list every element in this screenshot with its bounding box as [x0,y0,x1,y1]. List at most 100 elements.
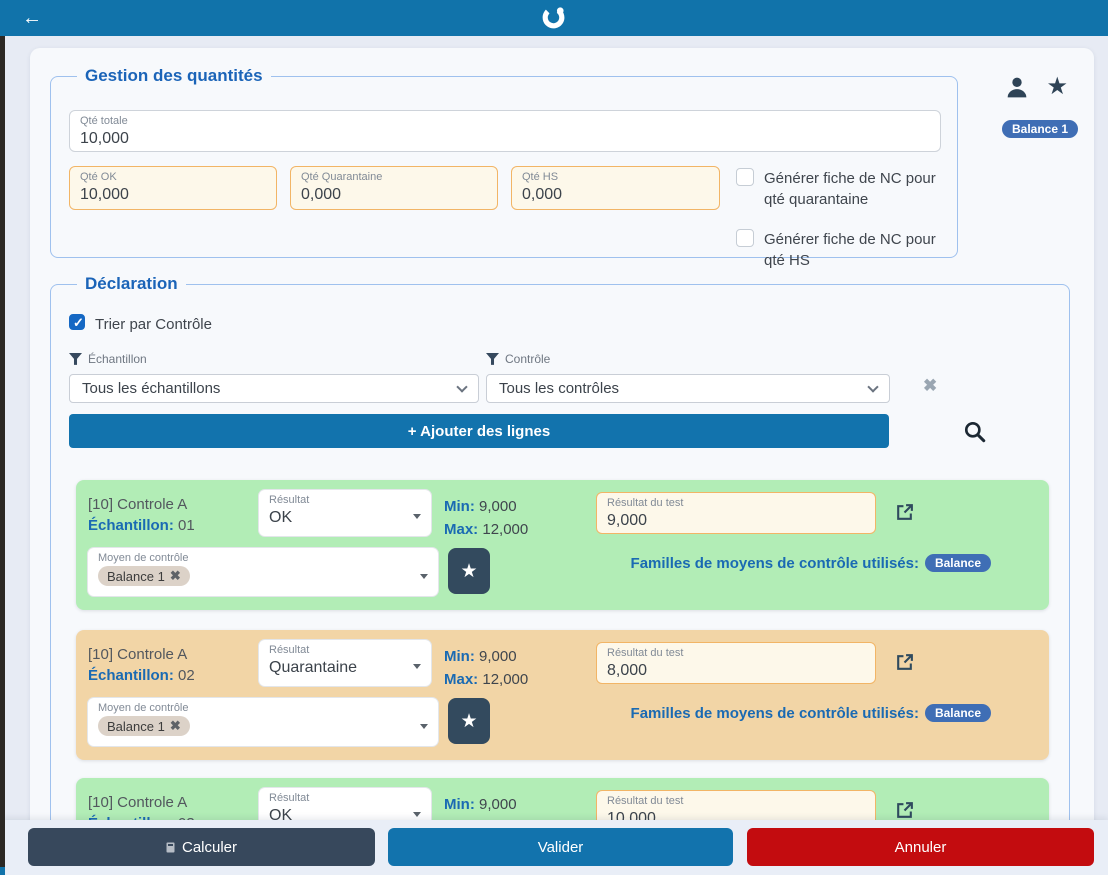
validate-label: Valider [537,838,584,856]
search-icon[interactable] [963,420,987,449]
result-value: OK [269,509,293,526]
quantities-legend: Gestion des quantités [85,66,263,85]
star-icon[interactable]: ★ [1046,73,1068,100]
favorite-device-button[interactable]: ★ [448,548,490,594]
calculator-icon [166,842,175,852]
star-icon: ★ [460,710,478,732]
control-filter-label: Contrôle [505,352,551,366]
sample-filter-label-row: Échantillon [69,352,147,366]
external-link-icon[interactable] [894,652,915,678]
app-logo-icon [540,4,567,36]
chevron-down-icon [867,380,879,393]
nc-quarantine-checkbox[interactable] [736,168,754,186]
max-label: Max: [444,671,479,688]
qty-hs-field[interactable]: Qté HS 0,000 [511,166,720,210]
nc-quarantine-checkbox-label: Générer fiche de NC pour qté quarantaine [764,170,936,208]
sample-number: 02 [178,667,195,684]
cancel-label: Annuler [894,838,947,856]
max-label: Max: [444,521,479,538]
control-title: [10] Controle A [88,496,188,513]
control-filter-value: Tous les contrôles [499,380,620,397]
min-max-block: Min: 9,000 Max: 12,000 [444,645,528,691]
filter-icon [69,352,82,365]
test-result-label: Résultat du test [607,497,684,509]
sample-filter-select[interactable]: Tous les échantillons [69,374,479,403]
control-info: [10] Controle A Échantillon: 01 [88,494,195,537]
chip-remove-icon[interactable]: ✖ [169,568,181,583]
sort-checkbox-row: Trier par Contrôle [69,314,369,335]
validate-button[interactable]: Valider [388,828,733,866]
qty-quarantine-label: Qté Quarantaine [301,171,383,183]
min-label: Min: [444,498,475,515]
chevron-down-icon [413,812,421,817]
add-lines-button[interactable]: + Ajouter des lignes [69,414,889,448]
sample-filter-label: Échantillon [88,352,147,366]
cancel-button[interactable]: Annuler [747,828,1094,866]
control-row: [10] Controle A Échantillon: 01 Résultat… [76,480,1049,610]
moyen-label: Moyen de contrôle [98,552,189,564]
result-value: OK [269,807,293,824]
moyen-select[interactable]: Moyen de contrôle Balance 1 ✖ [88,698,438,746]
qty-total-value: 10,000 [80,130,129,147]
result-select[interactable]: Résultat OK [259,490,431,536]
test-result-value: 9,000 [607,512,648,529]
sample-label: Échantillon: [88,667,174,684]
calculate-button[interactable]: Calculer [28,828,375,866]
action-bar: Calculer Valider Annuler [0,820,1108,875]
sample-number: 01 [178,517,195,534]
chevron-down-icon [413,514,421,519]
chip-text: Balance 1 [107,718,165,734]
min-value: 9,000 [479,648,517,665]
test-result-field[interactable]: Résultat du test 9,000 [596,492,876,534]
sort-checkbox[interactable] [69,314,85,331]
max-value: 12,000 [482,521,529,538]
familles-line: Familles de moyens de contrôle utilisés:… [631,704,991,722]
declaration-legend: Déclaration [85,274,178,293]
result-select[interactable]: Résultat Quarantaine [259,640,431,686]
min-value: 9,000 [479,796,517,813]
control-filter-select[interactable]: Tous les contrôles [486,374,890,403]
external-link-icon[interactable] [894,502,915,528]
nc-hs-checkbox-label: Générer fiche de NC pour qté HS [764,231,936,269]
quantities-section: Gestion des quantités Qté totale 10,000 … [50,66,958,269]
favorite-device-button[interactable]: ★ [448,698,490,744]
external-link-icon[interactable] [894,800,915,826]
sample-label: Échantillon: [88,517,174,534]
control-info: [10] Controle A Échantillon: 02 [88,644,195,687]
sort-checkbox-label: Trier par Contrôle [95,316,212,333]
chevron-down-icon [413,664,421,669]
qty-quarantine-field[interactable]: Qté Quarantaine 0,000 [290,166,498,210]
moyen-label: Moyen de contrôle [98,702,189,714]
sample-filter-value: Tous les échantillons [82,380,221,397]
user-icon[interactable] [1006,76,1028,103]
test-result-label: Résultat du test [607,795,684,807]
qty-total-field[interactable]: Qté totale 10,000 [69,110,941,152]
chip-remove-icon[interactable]: ✖ [169,718,181,733]
qty-ok-label: Qté OK [80,171,117,183]
nc-quarantine-checkbox-row: Générer fiche de NC pour qté quarantaine [736,168,951,210]
nc-hs-checkbox[interactable] [736,229,754,247]
famille-badge: Balance [924,554,991,572]
test-result-field[interactable]: Résultat du test 8,000 [596,642,876,684]
clear-filters-icon[interactable]: ✖ [923,376,938,395]
control-title: [10] Controle A [88,794,188,811]
min-value: 9,000 [479,498,517,515]
back-arrow-icon[interactable]: ← [22,7,42,29]
qty-quarantine-value: 0,000 [301,186,342,203]
star-icon: ★ [460,560,478,582]
moyen-select[interactable]: Moyen de contrôle Balance 1 ✖ [88,548,438,596]
chevron-down-icon [456,380,468,393]
app-header: ← [0,0,1108,36]
moyen-chip: Balance 1 ✖ [98,566,190,586]
balance-badge: Balance 1 [1002,120,1079,138]
chevron-down-icon [420,724,428,729]
qty-hs-label: Qté HS [522,171,559,183]
familles-label: Familles de moyens de contrôle utilisés: [630,554,919,572]
familles-label: Familles de moyens de contrôle utilisés: [630,704,919,722]
result-label: Résultat [269,644,310,656]
qty-ok-field[interactable]: Qté OK 10,000 [69,166,277,210]
measure-device-panel: ★ Balance 1 [1002,73,1082,138]
chip-text: Balance 1 [107,568,165,584]
qty-total-label: Qté totale [80,115,128,127]
